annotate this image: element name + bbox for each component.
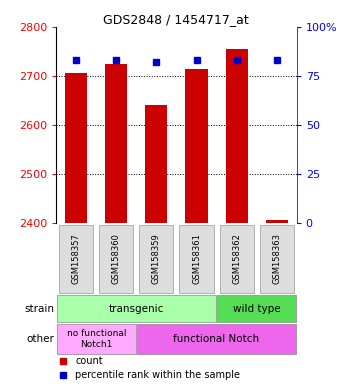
FancyBboxPatch shape: [260, 225, 294, 293]
Text: GSM158361: GSM158361: [192, 233, 201, 284]
Text: GSM158357: GSM158357: [72, 233, 81, 284]
Bar: [145, 105, 167, 223]
FancyBboxPatch shape: [59, 225, 93, 293]
FancyBboxPatch shape: [179, 225, 213, 293]
Text: count: count: [75, 356, 103, 366]
FancyBboxPatch shape: [57, 295, 216, 322]
Text: other: other: [26, 334, 54, 344]
FancyBboxPatch shape: [99, 225, 133, 293]
Text: transgenic: transgenic: [109, 304, 164, 314]
Bar: [225, 49, 248, 223]
Text: strain: strain: [24, 304, 54, 314]
FancyBboxPatch shape: [220, 225, 254, 293]
Text: wild type: wild type: [233, 304, 280, 314]
Text: no functional
Notch1: no functional Notch1: [66, 329, 126, 349]
Bar: [105, 64, 128, 223]
Text: GSM158363: GSM158363: [272, 233, 281, 284]
Bar: [65, 73, 87, 223]
FancyBboxPatch shape: [217, 295, 296, 322]
Text: GSM158362: GSM158362: [232, 233, 241, 284]
FancyBboxPatch shape: [57, 324, 136, 354]
FancyBboxPatch shape: [137, 324, 296, 354]
Text: GDS2848 / 1454717_at: GDS2848 / 1454717_at: [103, 13, 249, 26]
Bar: [186, 69, 208, 223]
Text: GSM158360: GSM158360: [112, 233, 121, 284]
Text: GSM158359: GSM158359: [152, 233, 161, 284]
FancyBboxPatch shape: [139, 225, 174, 293]
Text: functional Notch: functional Notch: [174, 334, 260, 344]
Text: percentile rank within the sample: percentile rank within the sample: [75, 370, 240, 380]
Bar: [266, 220, 288, 223]
